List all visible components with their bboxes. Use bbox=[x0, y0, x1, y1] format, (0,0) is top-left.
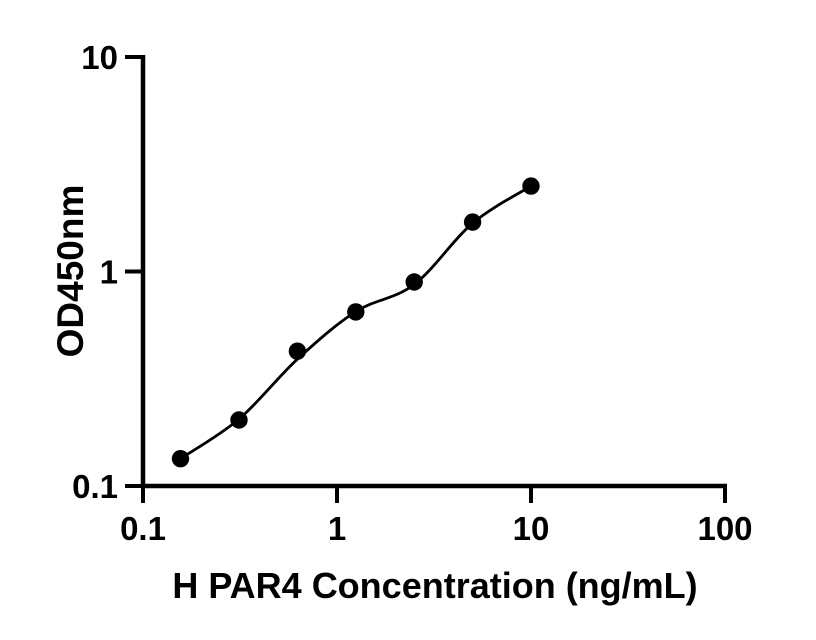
data-point bbox=[230, 411, 248, 429]
x-tick-label: 100 bbox=[697, 510, 752, 547]
y-axis-ticks: 10 1 0.1 bbox=[72, 39, 143, 505]
x-axis-title: H PAR4 Concentration (ng/mL) bbox=[172, 565, 697, 606]
y-tick-label: 10 bbox=[81, 39, 118, 76]
y-tick-label: 0.1 bbox=[72, 468, 118, 505]
x-tick-label: 10 bbox=[513, 510, 550, 547]
data-point bbox=[463, 213, 482, 231]
data-point bbox=[522, 177, 540, 195]
x-axis-ticks: 0.1 1 10 100 bbox=[120, 486, 753, 547]
x-tick-label: 1 bbox=[328, 510, 346, 547]
data-point bbox=[347, 303, 365, 321]
y-tick-label: 1 bbox=[100, 254, 118, 291]
data-points-group bbox=[171, 177, 540, 468]
data-point bbox=[171, 450, 190, 468]
data-point bbox=[288, 342, 307, 360]
y-axis-title: OD450nm bbox=[50, 185, 91, 358]
x-tick-label: 0.1 bbox=[120, 510, 166, 547]
data-point bbox=[405, 273, 423, 291]
